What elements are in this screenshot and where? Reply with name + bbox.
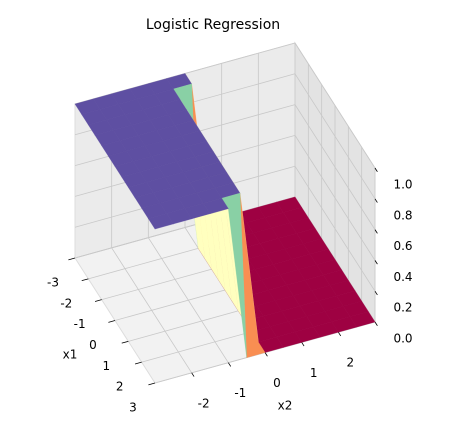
y-tick-label: 0 xyxy=(273,376,281,390)
tick-mark xyxy=(374,229,378,234)
tick-mark xyxy=(374,260,378,265)
tick-mark xyxy=(108,320,116,323)
x-tick-label: -1 xyxy=(74,317,86,331)
grid-line xyxy=(294,42,376,169)
y-tick-label: 2 xyxy=(347,356,355,370)
y-tick-label: -2 xyxy=(198,396,210,410)
x-tick-label: -3 xyxy=(47,276,59,290)
tick-mark xyxy=(227,362,232,367)
tick-mark xyxy=(68,257,76,261)
tick-mark xyxy=(374,290,378,296)
y-tick-label: -1 xyxy=(234,386,246,400)
x-tick-label: 0 xyxy=(89,338,97,352)
x-tick-label: -2 xyxy=(60,296,72,310)
z-tick-label: 1.0 xyxy=(393,178,412,192)
tick-mark xyxy=(374,167,378,172)
grid-line xyxy=(294,73,376,200)
x-tick-label: 2 xyxy=(116,380,124,394)
tick-mark xyxy=(121,340,129,344)
tick-mark xyxy=(264,352,268,357)
z-tick-label: 0.4 xyxy=(393,270,412,284)
tick-mark xyxy=(148,382,156,386)
grid-line xyxy=(294,165,376,292)
grid-line xyxy=(294,135,376,261)
tick-mark xyxy=(374,321,378,326)
x-axis-label: x1 xyxy=(63,348,78,362)
tick-mark xyxy=(301,342,305,347)
tick-mark xyxy=(134,361,142,365)
z-tick-label: 0.0 xyxy=(393,332,412,346)
grid-line xyxy=(294,104,376,230)
grid-line xyxy=(111,247,193,374)
tick-mark xyxy=(374,198,378,203)
surface-patch xyxy=(147,213,174,230)
x-tick-label: 1 xyxy=(103,359,111,373)
y-tick-label: 1 xyxy=(310,366,318,380)
tick-mark xyxy=(337,331,342,337)
z-tick-label: 0.6 xyxy=(393,239,412,253)
grid-line xyxy=(147,237,229,363)
x-tick-label: 3 xyxy=(129,401,137,415)
z-tick-label: 0.8 xyxy=(393,208,412,222)
tick-mark xyxy=(81,278,89,282)
tick-mark xyxy=(191,372,195,377)
tick-mark xyxy=(94,299,102,302)
chart-title: Logistic Regression xyxy=(146,17,280,33)
y-axis-label: x2 xyxy=(278,399,293,413)
z-tick-label: 0.2 xyxy=(393,301,412,315)
